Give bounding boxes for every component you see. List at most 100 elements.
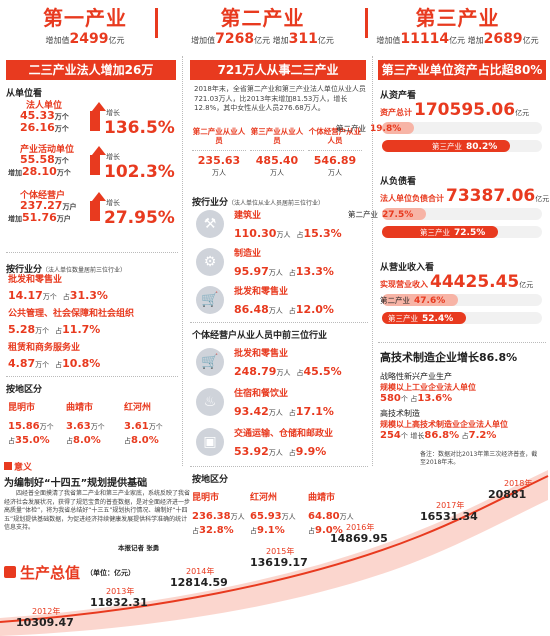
header-tertiary-unit: 亿元 xyxy=(449,36,466,45)
up-arrow-shaft xyxy=(90,111,100,131)
left-ind-name: 租赁和商务服务业 xyxy=(8,343,81,353)
left-sec-region: 按地区分 xyxy=(6,385,43,395)
gdp-year: 2018年 xyxy=(504,479,533,488)
right-assets-unit: 亿元 xyxy=(515,109,530,117)
up-arrow-shaft xyxy=(90,201,100,221)
right-assets-bar-2 xyxy=(382,140,510,152)
mid-reg-pct: 9.1% xyxy=(257,525,285,536)
mid-ind-val: 53.92 xyxy=(234,445,269,458)
header-secondary: 第二产业 增加值7268亿元 增加311亿元 xyxy=(165,2,360,47)
g3-label: 个体经营户 xyxy=(20,191,66,201)
header-secondary-val: 7268 xyxy=(215,31,255,47)
mid-ind-name: 批发和零售业 xyxy=(234,349,289,359)
s1-desc: 规模以上工业企业法人单位 xyxy=(380,383,476,392)
gdp-year: 2015年 xyxy=(266,547,295,556)
mid-col-val: 235.63 xyxy=(197,154,241,167)
mid-reg-pre: 占 xyxy=(192,527,199,535)
left-reg-unit: 万个 xyxy=(39,423,54,431)
right-rev-val: 44425.45 xyxy=(430,272,520,292)
left-reg-name: 昆明市 xyxy=(8,403,36,413)
mid-reg-row2: 占9.0% xyxy=(308,518,343,537)
left-reg-val: 3.61 xyxy=(124,421,149,432)
mid-reg-row2: 占32.8% xyxy=(192,518,234,537)
left-ind-unit: 万个 xyxy=(35,327,50,335)
left-reg-pre: 占 xyxy=(8,437,15,445)
left-banner: 二三产业法人增加26万 xyxy=(6,60,176,80)
left-reg-row: 3.63万个 xyxy=(66,414,105,433)
gdp-ribbon-shape xyxy=(0,470,548,636)
gdp-value: 11832.31 xyxy=(90,596,148,609)
right-debt-bar-name: 第三产业 xyxy=(420,228,450,237)
mid-reg-name: 曲靖市 xyxy=(308,493,336,503)
header-secondary-pre2: 增加 xyxy=(272,36,289,45)
header-separator xyxy=(365,8,368,38)
up-arrow-icon xyxy=(92,102,106,111)
left-reg-unit: 万个 xyxy=(90,423,105,431)
right-debt-barlabel-1: 第二产业 27.5% xyxy=(348,209,413,220)
mid-ind-name: 制造业 xyxy=(234,249,262,259)
mid-reg-row: 65.93万人 xyxy=(250,504,296,523)
right-assets-barlabel-2: 第三产业 80.2% xyxy=(432,141,497,152)
mid-reg-pct: 9.0% xyxy=(315,525,343,536)
right-rev-bar-2 xyxy=(382,312,466,324)
divider xyxy=(190,322,368,323)
g1-tag: 增长 xyxy=(106,109,120,117)
right-debt-bar-name: 第二产业 xyxy=(348,210,378,219)
s2-pct: 86.8% xyxy=(424,430,460,441)
mid-reg-name: 昆明市 xyxy=(192,493,220,503)
s2-desc: 规模以上高技术制造业企业法人单位 xyxy=(380,420,508,429)
right-assets-track xyxy=(382,122,542,134)
left-reg-val: 3.63 xyxy=(66,421,91,432)
left-sec-industry: 按行业分 xyxy=(6,265,43,275)
s2-title: 高技术制造 xyxy=(380,409,420,418)
left-reg-val: 15.86 xyxy=(8,421,40,432)
mid-reg-val: 64.80 xyxy=(308,511,340,522)
header-primary-title: 第一产业 xyxy=(43,6,127,30)
header-secondary-unit: 亿元 xyxy=(254,36,271,45)
left-reg-name: 曲靖市 xyxy=(66,403,94,413)
g3-tag: 增长 xyxy=(106,199,120,207)
left-ind-name: 批发和零售业 xyxy=(8,275,63,285)
header-primary: 第一产业 增加值2499亿元 xyxy=(20,2,150,47)
crane-icon: ⚒ xyxy=(196,210,224,238)
g2-tag: 增长 xyxy=(106,153,120,161)
left-reg-row: 3.61万个 xyxy=(124,414,163,433)
mid-reg-pre: 占 xyxy=(308,527,315,535)
truck-icon: ▣ xyxy=(196,428,224,456)
left-reg-pct: 8.0% xyxy=(73,435,101,446)
mid-ind-row: 110.30万人 占15.3% xyxy=(234,222,342,241)
mid-ind-pct: 12.0% xyxy=(295,303,334,316)
left-reg-row2: 占8.0% xyxy=(66,428,101,447)
right-rev-bar-name: 第三产业 xyxy=(388,314,418,323)
mid-col-val: 485.40 xyxy=(255,154,299,167)
left-reg-row2: 占8.0% xyxy=(124,428,159,447)
mid-reg-row: 236.38万人 xyxy=(192,504,245,523)
gdp-ribbon xyxy=(0,470,549,636)
right-assets-bar-name: 第三产业 xyxy=(432,142,462,151)
mid-ind-val: 93.42 xyxy=(234,405,269,418)
s1-pre: 占 xyxy=(410,395,418,403)
mid-reg-unit: 万人 xyxy=(339,513,354,521)
meaning-body: 四经普全面摸清了我省第二产业和第三产业家底，系统反映了我省经济社会发展状况，获得… xyxy=(4,490,191,532)
left-reg-pct: 35.0% xyxy=(15,435,50,446)
header-primary-val: 2499 xyxy=(69,31,109,47)
mid-ind-val: 86.48 xyxy=(234,303,269,316)
mid-ind-unit: 万人 xyxy=(276,369,291,377)
right-rev-barlabel-2: 第三产业 52.4% xyxy=(388,313,453,324)
header-tertiary-val2: 2689 xyxy=(483,31,523,47)
mid-reg-name: 红河州 xyxy=(250,493,278,503)
mid-ind-row: 248.79万人 占45.5% xyxy=(234,360,342,379)
header-tertiary-title: 第三产业 xyxy=(415,6,500,30)
mid-ind-pre: 占 xyxy=(288,307,296,315)
right-rev-row: 实现营业收入 44425.45亿元 xyxy=(380,272,533,292)
mid-ind-unit: 万人 xyxy=(268,449,283,457)
g1-v2: 26.16 xyxy=(20,121,55,134)
mid-ind-pct: 13.3% xyxy=(295,265,334,278)
gdp-value: 14869.95 xyxy=(330,532,388,545)
mid-sec-industry-note: （法人单位从业人员居前三位行业） xyxy=(228,200,325,207)
right-rev-barlabel-1: 第二产业 47.6% xyxy=(380,295,445,306)
factory-icon: ⚙ xyxy=(196,248,224,276)
mid-col-val: 546.89 xyxy=(313,154,357,167)
mid-ind-unit: 万人 xyxy=(268,409,283,417)
left-ind-row: 4.87万个 占10.8% xyxy=(8,352,100,371)
